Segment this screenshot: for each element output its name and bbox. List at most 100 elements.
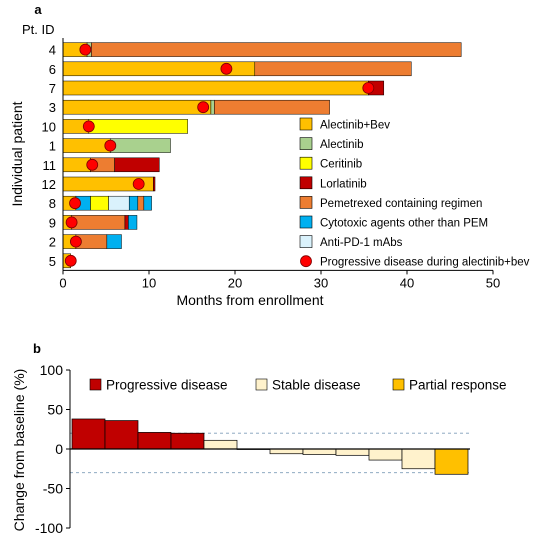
panel-a-label: a: [34, 2, 42, 17]
patient-id-8: 8: [49, 196, 56, 211]
legend-label-b-pd: Progressive disease: [106, 378, 228, 393]
legend-marker-pd: [300, 255, 312, 268]
panel-b-legend: Progressive disease Stable disease Partial…: [89, 378, 507, 393]
patient-id-4: 4: [49, 43, 56, 58]
legend-label-pd1: Anti-PD-1 mAbs: [320, 237, 403, 249]
bar-segment-patient-11-lor-2: [114, 157, 160, 173]
panel-b-waterfall-chart: b Change from baseline (%) 100 50 0 -50 -100…: [11, 341, 507, 536]
panel-b-y-axis-label: Change from baseline (%): [11, 369, 27, 532]
panel-a-x-tick-label-20: 20: [228, 275, 242, 290]
legend-label-pd: Progressive disease during alectinib+bev: [320, 257, 530, 269]
patient-id-5: 5: [49, 254, 56, 269]
patient-id-1: 1: [49, 139, 56, 154]
legend-label-cyto: Cytotoxic agents other than PEM: [320, 218, 488, 230]
waterfall-bar-12: [434, 448, 469, 475]
legend-swatch-b-sd: [255, 378, 268, 391]
pd-marker-patient-11: [86, 158, 99, 171]
pd-marker-patient-6: [220, 62, 233, 75]
panel-a-y-axis-label: Individual patient: [9, 101, 25, 206]
panel-a-swimmer-chart: a Pt. ID Individual patient Months from …: [9, 2, 530, 308]
legend-label-pem: Pemetrexed containing regimen: [320, 198, 482, 210]
patient-id-7: 7: [49, 81, 56, 96]
legend-label-cer: Ceritinib: [320, 159, 362, 171]
bar-segment-patient-10-cer-1: [88, 119, 188, 134]
panel-b-y-tick-label-0: 0: [55, 441, 63, 457]
legend-label-alec_bev: Alectinib+Bev: [320, 120, 390, 132]
legend-swatch-b-pr: [392, 378, 405, 391]
legend-swatch-cyto: [299, 215, 313, 229]
patient-id-12: 12: [42, 177, 56, 192]
waterfall-bar-10: [368, 448, 403, 461]
bar-segment-patient-1-alec-1: [110, 138, 171, 153]
bar-segment-patient-3-pem-2: [214, 99, 330, 115]
legend-swatch-pd1: [299, 235, 313, 248]
pd-marker-patient-4: [79, 43, 92, 56]
patient-id-2: 2: [49, 235, 56, 250]
legend-swatch-lor: [299, 176, 313, 190]
bar-segment-patient-9-cyto-3: [128, 215, 138, 230]
bar-segment-patient-3-alec-1: [210, 99, 215, 115]
patient-id-10: 10: [42, 119, 56, 134]
panel-b-y-tick-label-100: 100: [40, 362, 64, 378]
waterfall-bar-11: [401, 448, 436, 470]
panel-a-x-tick-label-50: 50: [486, 275, 500, 290]
panel-a-bars: [62, 42, 462, 269]
patient-id-6: 6: [49, 62, 56, 77]
waterfall-bar-8: [302, 448, 337, 455]
panel-b-y-axis: 100 50 0 -50 -100: [35, 362, 71, 536]
pd-marker-patient-9: [65, 216, 78, 229]
panel-a-x-tick-label-40: 40: [400, 275, 414, 290]
panel-a-pd-markers: [64, 43, 375, 267]
bar-segment-patient-9-pem-1: [71, 215, 126, 230]
panel-b-y-tick-label--50: -50: [43, 481, 63, 497]
panel-a-x-axis: 0 10 20 30 40 50: [59, 38, 500, 290]
bar-segment-patient-8-cer-2: [90, 195, 109, 211]
pd-marker-patient-10: [82, 120, 95, 133]
bar-segment-patient-7-alec_bev-0: [62, 80, 369, 96]
patient-id-11: 11: [43, 158, 57, 173]
pd-marker-patient-12: [132, 178, 145, 190]
legend-swatch-pem: [299, 196, 313, 209]
bar-segment-patient-8-pem-5: [137, 195, 145, 211]
bar-segment-patient-3-alec_bev-0: [62, 99, 212, 115]
panel-a-x-tick-label-10: 10: [142, 275, 156, 290]
panel-b-label: b: [33, 341, 41, 356]
bar-segment-patient-8-cyto-6: [143, 195, 152, 211]
bar-segment-patient-4-pem-2: [91, 42, 462, 57]
pd-marker-patient-5: [64, 254, 77, 267]
legend-label-alec: Alectinib: [320, 139, 363, 151]
waterfall-bar-5: [203, 439, 238, 450]
legend-swatch-cer: [299, 156, 313, 170]
legend-swatch-alec: [299, 137, 313, 150]
patient-id-9: 9: [49, 215, 56, 230]
panel-a-x-tick-label-0: 0: [59, 275, 66, 290]
pd-marker-patient-7: [362, 82, 375, 94]
bar-segment-patient-8-cyto-4: [128, 195, 139, 211]
bar-segment-patient-9-lor-2: [124, 215, 129, 230]
waterfall-bar-3: [137, 432, 172, 450]
legend-label-b-sd: Stable disease: [272, 378, 361, 393]
panel-a-legend: Alectinib+Bev Alectinib Ceritinib Lorlatini…: [299, 117, 530, 269]
waterfall-bar-2: [104, 420, 139, 450]
legend-swatch-b-pd: [89, 378, 102, 391]
waterfall-bar-1: [71, 418, 106, 450]
panel-b-y-tick-label--100: -100: [35, 520, 63, 536]
panel-b-bars: [70, 418, 470, 475]
pd-marker-patient-1: [104, 139, 117, 152]
patient-id-3: 3: [49, 100, 56, 115]
bar-segment-patient-12-lor-1: [153, 176, 156, 192]
bar-segment-patient-6-pem-1: [254, 61, 412, 77]
pd-marker-patient-2: [70, 235, 82, 248]
patient-id-header: Pt. ID: [22, 22, 55, 37]
waterfall-bar-9: [335, 448, 370, 456]
legend-label-b-pr: Partial response: [409, 378, 507, 393]
legend-swatch-alec_bev: [299, 117, 313, 131]
panel-b-y-tick-label-50: 50: [47, 402, 63, 418]
bar-segment-patient-8-pd1-3: [108, 195, 130, 211]
waterfall-bar-7: [269, 448, 304, 455]
bar-segment-patient-1-alec_bev-0: [62, 138, 111, 153]
panel-a-x-axis-label: Months from enrollment: [176, 292, 323, 308]
legend-label-lor: Lorlatinib: [320, 178, 367, 190]
